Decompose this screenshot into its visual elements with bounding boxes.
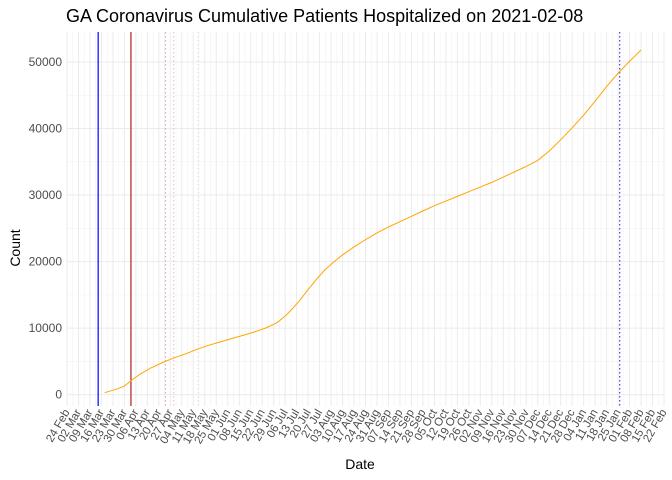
y-tick-label: 0 [55, 388, 62, 402]
series-layer [104, 49, 642, 394]
grid-lines [66, 32, 665, 406]
series-line [104, 49, 642, 394]
y-tick-label: 40000 [29, 121, 63, 135]
reference-lines [97, 32, 621, 406]
y-tick-label: 30000 [29, 188, 63, 202]
y-axis-ticks: 0 10000 20000 30000 40000 50000 [29, 55, 63, 402]
y-tick-label: 20000 [29, 255, 63, 269]
chart-title: GA Coronavirus Cumulative Patients Hospi… [66, 6, 584, 26]
x-axis-label: Date [345, 456, 375, 472]
y-tick-label: 50000 [29, 55, 63, 69]
y-tick-label: 10000 [29, 321, 63, 335]
